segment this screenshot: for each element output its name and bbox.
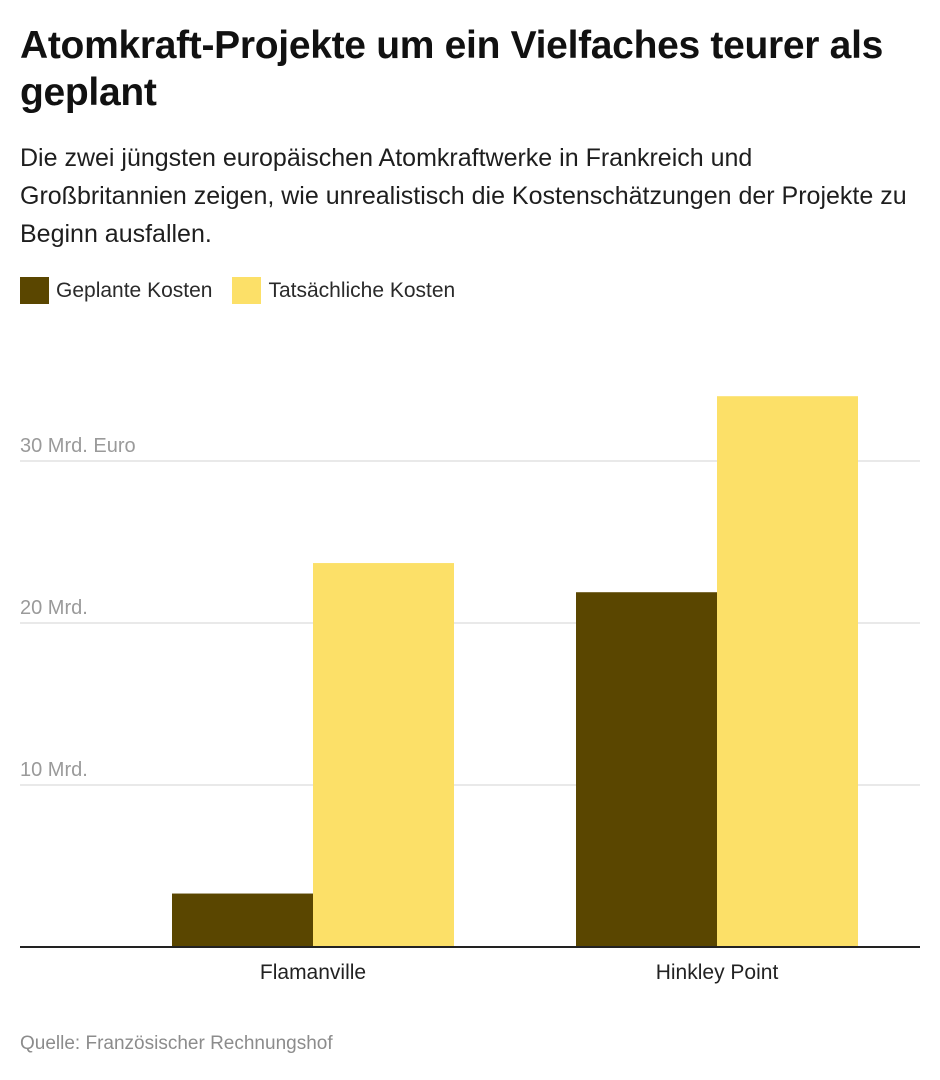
legend-label-planned: Geplante Kosten [56,278,213,302]
y-tick-label: 10 Mrd. [20,759,88,781]
legend: Geplante Kosten Tatsächliche Kosten [20,277,475,304]
legend-swatch-actual [232,277,262,304]
y-tick-label: 30 Mrd. Euro [20,435,136,457]
bar-planned [172,893,313,947]
legend-label-actual: Tatsächliche Kosten [268,278,456,302]
chart-title: Atomkraft-Projekte um ein Vielfaches teu… [20,24,884,114]
source-note: Quelle: Französischer Rechnungshof [20,1033,333,1054]
bar-planned [576,592,717,947]
chart-subtitle: Die zwei jüngsten europäischen Atomkraft… [20,144,907,248]
legend-swatch-planned [20,277,49,304]
legend-item-actual: Tatsächliche Kosten [232,277,455,304]
bar-actual [717,396,858,947]
y-tick-label: 20 Mrd. [20,597,88,619]
x-tick-label: Flamanville [260,961,366,984]
legend-item-planned: Geplante Kosten [20,277,212,304]
bar-chart: 10 Mrd. 20 Mrd. 30 Mrd. Euro Flamanville Hin… [20,396,920,984]
bar-actual [313,563,454,947]
x-tick-label: Hinkley Point [656,961,779,984]
